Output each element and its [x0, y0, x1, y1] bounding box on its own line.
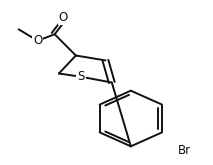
- Text: Br: Br: [177, 144, 190, 157]
- Text: S: S: [77, 70, 85, 83]
- Text: O: O: [59, 11, 68, 24]
- Text: O: O: [33, 34, 42, 47]
